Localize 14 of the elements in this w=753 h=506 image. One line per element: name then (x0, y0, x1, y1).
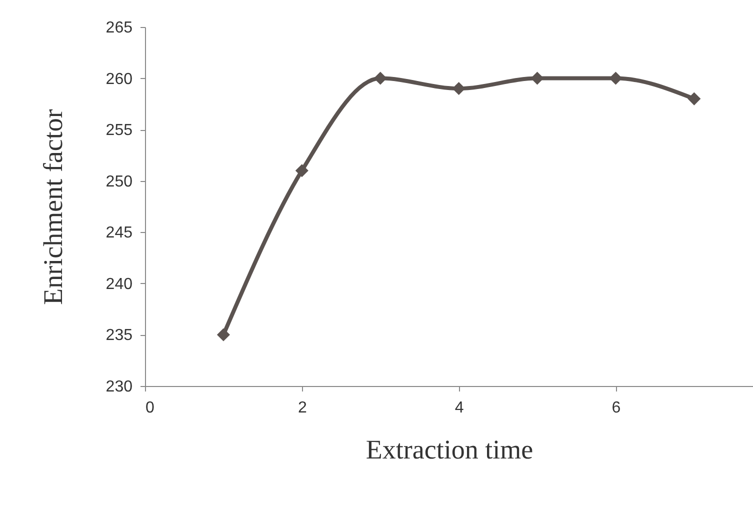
y-tick-label: 260 (106, 70, 133, 88)
y-tick-label: 245 (106, 224, 133, 242)
x-axis-title: Extraction time (366, 434, 534, 464)
x-tick-label: 4 (454, 400, 464, 416)
y-tick-label: 230 (106, 378, 133, 396)
y-tick-label: 240 (106, 276, 133, 293)
x-tick-label: 6 (612, 400, 621, 416)
y-tick-label: 255 (106, 122, 133, 140)
x-tick-label: 0 (146, 400, 154, 416)
y-axis-title: Enrichment factor (38, 109, 68, 305)
y-tick-label: 265 (106, 20, 133, 36)
x-tick-label: 2 (298, 400, 307, 416)
y-tick-label: 250 (106, 173, 133, 190)
y-tick-label: 235 (106, 327, 133, 344)
